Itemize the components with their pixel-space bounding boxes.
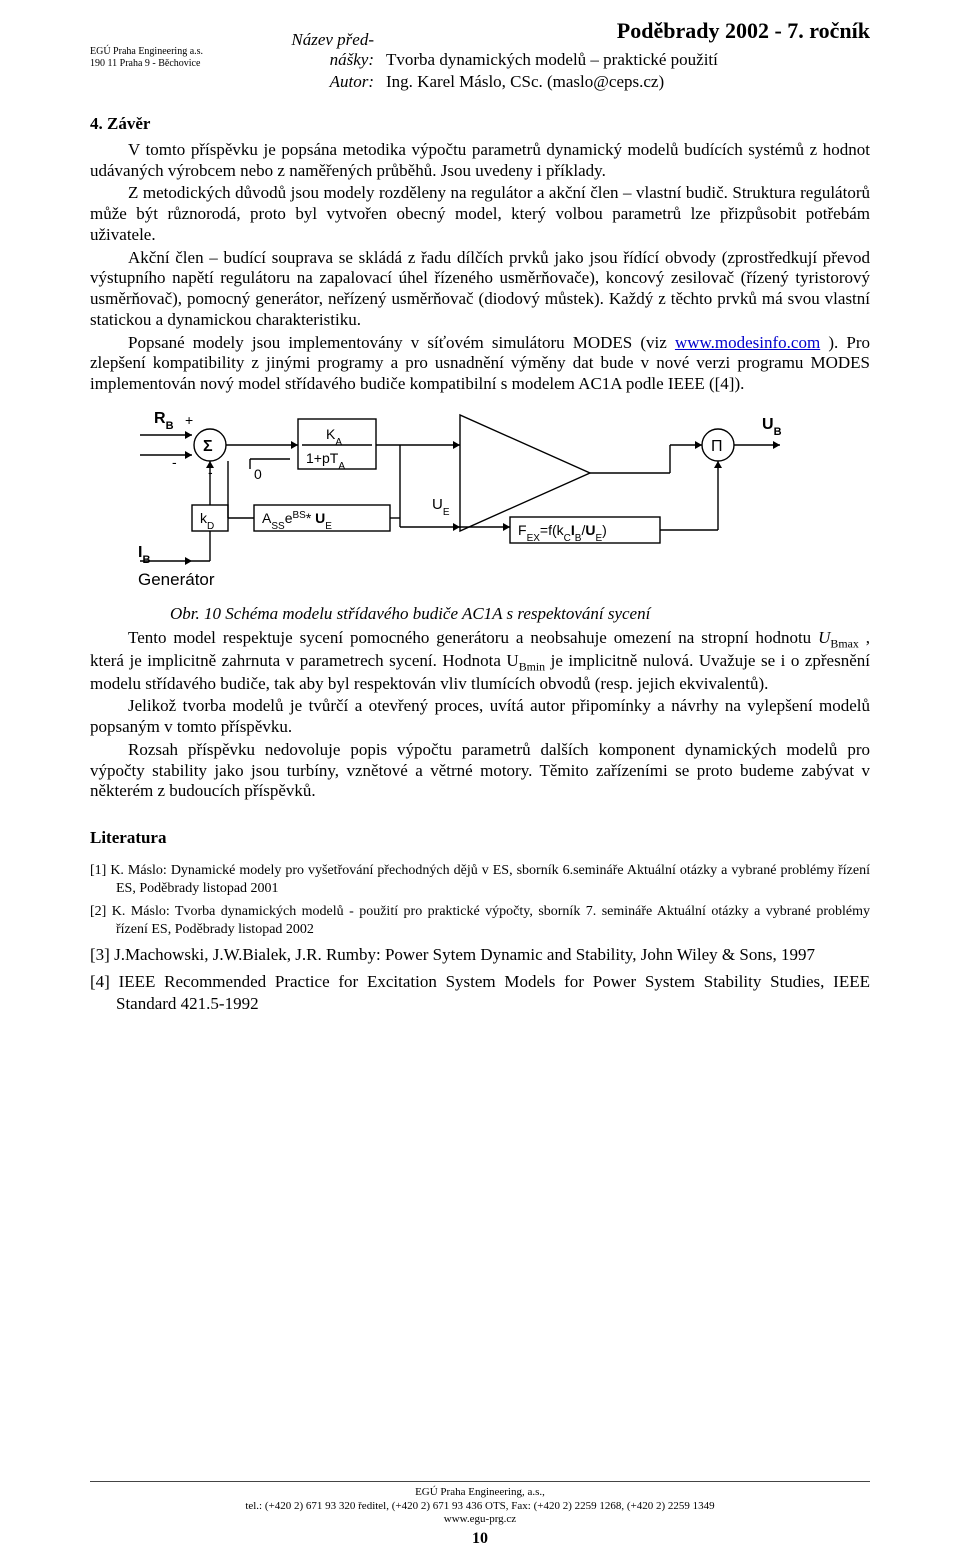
page-footer: EGÚ Praha Engineering, a.s., tel.: (+420…: [90, 1481, 870, 1549]
footer-line-3: www.egu-prg.cz: [90, 1513, 870, 1527]
figure-caption: Obr. 10 Schéma modelu střídavého budiče …: [170, 604, 870, 624]
svg-text:RB: RB: [154, 410, 174, 432]
svg-text:Σ: Σ: [203, 438, 213, 455]
body-block-2: Tento model respektuje sycení pomocného …: [90, 628, 870, 802]
body-block-1: V tomto příspěvku je popsána metodika vý…: [90, 140, 870, 395]
page-number: 10: [90, 1529, 870, 1549]
author-label: Autor:: [258, 72, 378, 92]
org-line-1: EGÚ Praha Engineering a.s.: [90, 46, 250, 58]
org-line-2: 190 11 Praha 9 - Běchovice: [90, 58, 250, 70]
ref-1: [1] K. Máslo: Dynamické modely pro vyšet…: [90, 862, 870, 897]
p5-u: U: [818, 628, 830, 647]
modes-link[interactable]: www.modesinfo.com: [675, 333, 820, 352]
paragraph-2: Z metodických důvodů jsou modely rozděle…: [90, 183, 870, 245]
page: Poděbrady 2002 - 7. ročník EGÚ Praha Eng…: [0, 0, 960, 1565]
footer-line-1: EGÚ Praha Engineering, a.s.,: [90, 1486, 870, 1500]
footer-line-2: tel.: (+420 2) 671 93 320 ředitel, (+420…: [90, 1500, 870, 1514]
author-row: Autor: Ing. Karel Máslo, CSc. (maslo@cep…: [90, 72, 870, 92]
svg-text:Π: Π: [711, 438, 723, 455]
org-block: EGÚ Praha Engineering a.s. 190 11 Praha …: [90, 46, 250, 70]
paragraph-4: Popsané modely jsou implementovány v síť…: [90, 333, 870, 395]
svg-text:UE: UE: [432, 496, 450, 518]
diagram-svg: RB + - Σ - KA 1+pTA: [130, 405, 790, 595]
paragraph-1: V tomto příspěvku je popsána metodika vý…: [90, 140, 870, 181]
p5-sub: Bmax: [830, 636, 858, 650]
section-heading: 4. Závěr: [90, 114, 870, 134]
svg-text:Generátor: Generátor: [138, 570, 215, 589]
p4-pre: Popsané modely jsou implementovány v síť…: [128, 333, 675, 352]
title-label: Název před-nášky:: [258, 30, 378, 70]
ref-3: [3] J.Machowski, J.W.Bialek, J.R. Rumby:…: [90, 944, 870, 965]
literature-heading: Literatura: [90, 828, 870, 848]
author-value: Ing. Karel Máslo, CSc. (maslo@ceps.cz): [386, 72, 870, 92]
svg-text:UB: UB: [762, 416, 782, 438]
event-title: Poděbrady 2002 - 7. ročník: [617, 18, 870, 44]
ref-4: [4] IEEE Recommended Practice for Excita…: [90, 971, 870, 1014]
svg-text:+: +: [185, 412, 193, 428]
paragraph-7: Rozsah příspěvku nedovoluje popis výpočt…: [90, 740, 870, 802]
svg-text:-: -: [172, 454, 177, 470]
diagram-ac1a: RB + - Σ - KA 1+pTA: [130, 405, 870, 600]
p5-pre: Tento model respektuje sycení pomocného …: [128, 628, 818, 647]
ref-2: [2] K. Máslo: Tvorba dynamických modelů …: [90, 903, 870, 938]
paragraph-3: Akční člen – budící souprava se skládá z…: [90, 248, 870, 331]
svg-text:0: 0: [254, 466, 262, 482]
p5-sub2: Bmin: [519, 659, 545, 673]
references: [1] K. Máslo: Dynamické modely pro vyšet…: [90, 862, 870, 1014]
paragraph-5: Tento model respektuje sycení pomocného …: [90, 628, 870, 695]
svg-text:IB: IB: [138, 544, 150, 566]
paragraph-6: Jelikož tvorba modelů je tvůrčí a otevře…: [90, 696, 870, 737]
